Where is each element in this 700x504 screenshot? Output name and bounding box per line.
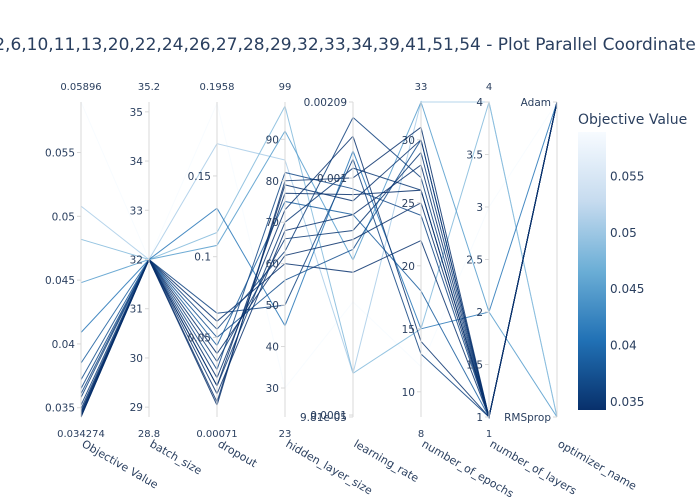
tick-label: 34 [130, 156, 144, 168]
tick-label: 0.055 [45, 148, 75, 160]
tick-label: 40 [266, 342, 279, 354]
axis-range-max: 35.2 [138, 82, 160, 93]
axis-range-max: 0.1958 [200, 82, 235, 93]
axis-range-max: 4 [486, 82, 492, 93]
trial-line [80, 101, 558, 419]
tick-label: RMSprop [504, 412, 551, 424]
tick-label: 33 [130, 205, 143, 217]
tick-label: 0.00209 [304, 97, 347, 109]
tick-label: 0.001 [317, 173, 347, 185]
colorbar-tick-label: 0.04 [610, 339, 637, 353]
tick-label: 3.5 [466, 150, 483, 162]
tick-label: 2.5 [466, 255, 483, 267]
axis-range-min: 0.034274 [57, 429, 105, 440]
axis-brush-handle[interactable] [277, 102, 293, 417]
tick-label: 9.81e-05 [300, 412, 347, 424]
tick-label: 0.15 [188, 171, 211, 183]
trial-line [80, 101, 558, 419]
tick-label: 70 [266, 217, 279, 229]
axis-range-max: 0.05896 [60, 82, 101, 93]
tick-label: 0.035 [45, 403, 75, 415]
tick-label: 35 [130, 107, 143, 119]
tick-label: 3 [476, 202, 483, 214]
colorbar-title: Objective Value [578, 112, 687, 128]
tick-label: 32 [130, 255, 143, 267]
trial-line [80, 101, 558, 419]
tick-label: 0.05 [188, 332, 211, 344]
trial-line [80, 101, 558, 418]
trial-line [80, 101, 558, 418]
axis-range-max: 99 [279, 82, 292, 93]
tick-label: 50 [266, 300, 279, 312]
axis-title: batch_size [148, 437, 205, 477]
tick-label: 10 [402, 387, 415, 399]
tick-label: 29 [130, 402, 143, 414]
tick-label: 60 [266, 259, 279, 271]
tick-label: 25 [402, 198, 415, 210]
axis-range-min: 23 [279, 429, 292, 440]
tick-label: 30 [266, 383, 279, 395]
tick-label: Adam [521, 97, 551, 109]
axis-brush-handle[interactable] [345, 102, 361, 417]
colorbar-tick-label: 0.045 [610, 282, 644, 296]
tick-label: 0.1 [194, 252, 211, 264]
axis-range-min: 0.00071 [196, 429, 237, 440]
trial-line [80, 101, 558, 418]
trial-line [80, 101, 558, 419]
colorbar: Objective Value 0.035 0.04 0.045 0.05 0.055 [578, 112, 687, 410]
colorbar-tick-label: 0.05 [610, 226, 637, 240]
tick-label: 90 [266, 134, 279, 146]
tick-label: 1 [476, 412, 483, 424]
tick-label: 0.0001 [310, 410, 347, 422]
colorbar-tick-label: 0.055 [610, 170, 644, 184]
axis-brush-handle[interactable] [549, 102, 565, 417]
tick-label: 30 [130, 353, 143, 365]
colorbar-gradient [578, 132, 606, 410]
axis-range-max: 33 [415, 82, 428, 93]
tick-label: 0.045 [45, 275, 75, 287]
trial-line [80, 101, 558, 418]
tick-label: 4 [476, 97, 483, 109]
tick-label: 30 [402, 135, 415, 147]
axis-range-min: 28.8 [138, 429, 160, 440]
chart-title: 2,6,10,11,13,20,22,24,26,27,28,29,32,33,… [0, 35, 696, 55]
axis-brush-handle[interactable] [209, 102, 225, 417]
axis-brush-handle[interactable] [413, 102, 429, 417]
trial-line [80, 101, 558, 418]
tick-label: 2 [476, 307, 483, 319]
colorbar-tick-label: 0.035 [610, 395, 644, 409]
tick-label: 0.04 [52, 339, 76, 351]
axis-title: dropout [216, 437, 260, 470]
axis-brush-handle[interactable] [73, 102, 89, 417]
tick-label: 80 [266, 176, 279, 188]
trial-line [80, 101, 558, 390]
trial-line [80, 101, 558, 418]
trial-line [80, 101, 558, 333]
axis-range-min: 8 [418, 429, 424, 440]
tick-label: 20 [402, 261, 415, 273]
trial-line [80, 101, 558, 418]
axis-range-min: 1 [486, 429, 492, 440]
tick-label: 1.5 [466, 360, 483, 372]
trial-lines [80, 100, 558, 419]
trial-line [80, 101, 558, 419]
tick-label: 0.05 [52, 211, 75, 223]
tick-label: 15 [402, 324, 415, 336]
tick-label: 31 [130, 304, 143, 316]
